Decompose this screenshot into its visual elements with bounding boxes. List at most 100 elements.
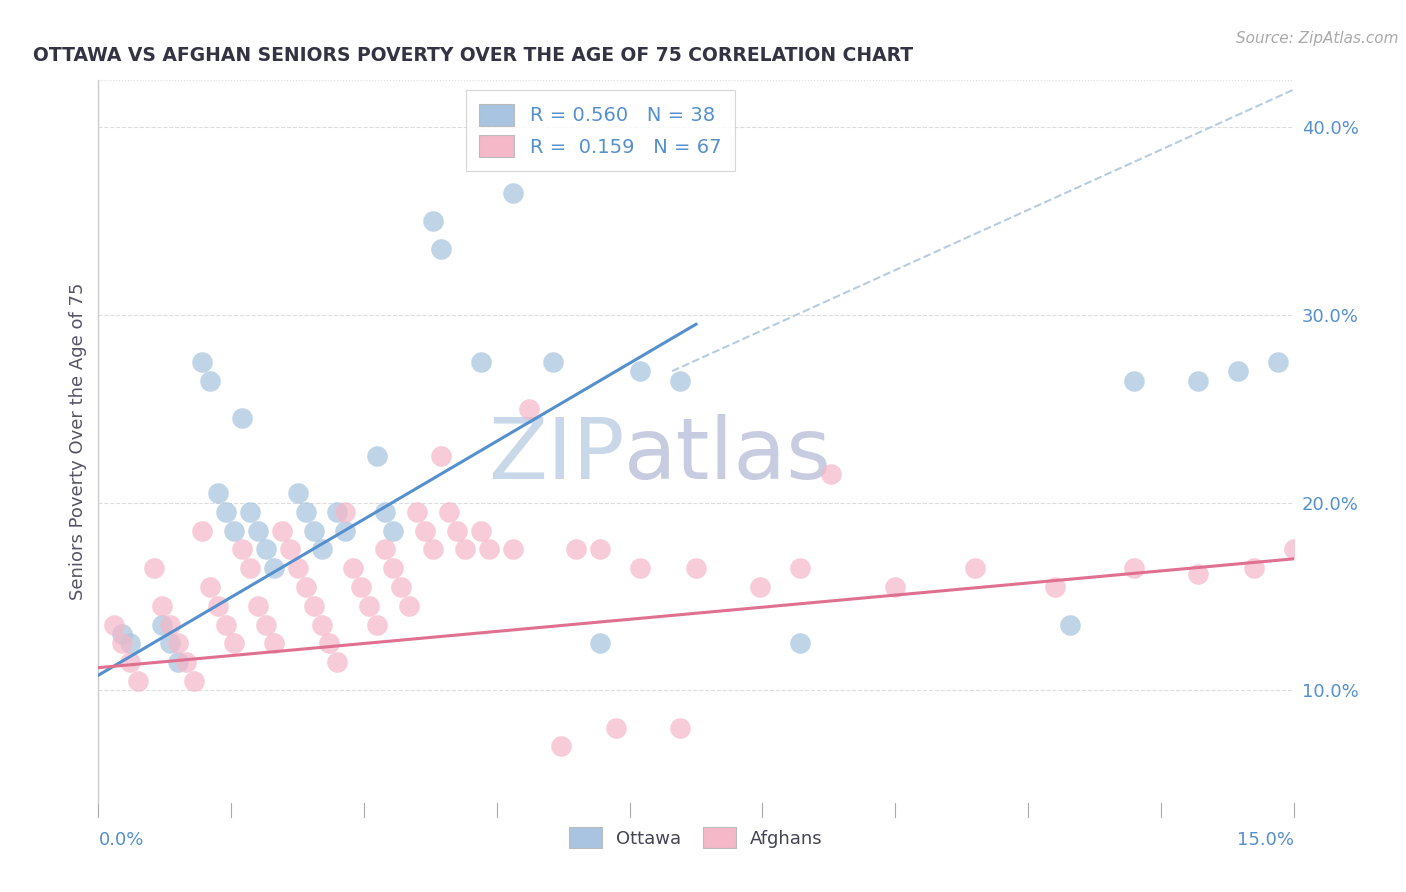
Point <box>183 673 205 688</box>
Point <box>359 599 381 613</box>
Point <box>294 505 316 519</box>
Point <box>207 599 229 613</box>
Point <box>669 721 692 735</box>
Point <box>374 542 396 557</box>
Text: ZIP: ZIP <box>488 415 624 498</box>
Point <box>1226 364 1249 378</box>
Point <box>174 655 197 669</box>
Point <box>541 355 564 369</box>
Text: Source: ZipAtlas.com: Source: ZipAtlas.com <box>1236 31 1399 46</box>
Point <box>302 524 325 538</box>
Point <box>1243 561 1265 575</box>
Point <box>326 655 349 669</box>
Point <box>287 561 309 575</box>
Point <box>215 505 238 519</box>
Point <box>215 617 238 632</box>
Y-axis label: Seniors Poverty Over the Age of 75: Seniors Poverty Over the Age of 75 <box>69 283 87 600</box>
Point <box>150 617 173 632</box>
Point <box>1282 542 1305 557</box>
Text: OTTAWA VS AFGHAN SENIORS POVERTY OVER THE AGE OF 75 CORRELATION CHART: OTTAWA VS AFGHAN SENIORS POVERTY OVER TH… <box>32 45 912 65</box>
Point <box>231 542 253 557</box>
Point <box>311 617 333 632</box>
Point <box>589 542 612 557</box>
Point <box>1059 617 1081 632</box>
Point <box>669 374 692 388</box>
Point <box>565 542 588 557</box>
Point <box>1187 374 1209 388</box>
Point <box>1123 374 1146 388</box>
Point <box>335 524 357 538</box>
Point <box>311 542 333 557</box>
Point <box>246 524 269 538</box>
Point <box>167 655 190 669</box>
Point <box>517 401 540 416</box>
Point <box>589 636 612 650</box>
Point <box>605 721 627 735</box>
Point <box>789 636 811 650</box>
Point <box>1043 580 1066 594</box>
Point <box>748 580 770 594</box>
Point <box>278 542 301 557</box>
Point <box>246 599 269 613</box>
Point <box>254 617 277 632</box>
Point <box>820 467 842 482</box>
Text: 0.0%: 0.0% <box>98 831 143 849</box>
Point <box>628 561 651 575</box>
Point <box>239 505 262 519</box>
Point <box>502 186 524 200</box>
Point <box>1267 355 1289 369</box>
Point <box>437 505 460 519</box>
Point <box>222 524 245 538</box>
Point <box>127 673 149 688</box>
Point <box>198 580 221 594</box>
Point <box>389 580 412 594</box>
Point <box>350 580 373 594</box>
Point <box>398 599 420 613</box>
Point <box>422 214 444 228</box>
Point <box>430 242 453 256</box>
Text: 15.0%: 15.0% <box>1236 831 1294 849</box>
Point <box>167 636 190 650</box>
Point <box>502 542 524 557</box>
Point <box>150 599 173 613</box>
Point <box>374 505 396 519</box>
Point <box>207 486 229 500</box>
Point <box>470 355 492 369</box>
Point <box>263 561 285 575</box>
Point <box>318 636 340 650</box>
Point <box>550 739 572 754</box>
Point <box>884 580 907 594</box>
Point <box>470 524 492 538</box>
Point <box>191 355 214 369</box>
Point <box>239 561 262 575</box>
Point <box>446 524 468 538</box>
Point <box>326 505 349 519</box>
Point <box>685 561 707 575</box>
Point <box>159 617 181 632</box>
Point <box>366 449 388 463</box>
Point <box>406 505 429 519</box>
Point <box>254 542 277 557</box>
Point <box>422 542 444 557</box>
Point <box>263 636 285 650</box>
Point <box>231 411 253 425</box>
Point <box>413 524 436 538</box>
Point <box>287 486 309 500</box>
Point <box>430 449 453 463</box>
Point <box>366 617 388 632</box>
Point <box>143 561 166 575</box>
Point <box>120 655 142 669</box>
Point <box>628 364 651 378</box>
Point <box>454 542 477 557</box>
Point <box>198 374 221 388</box>
Point <box>159 636 181 650</box>
Point <box>382 561 405 575</box>
Point <box>111 636 134 650</box>
Point <box>335 505 357 519</box>
Point <box>111 627 134 641</box>
Point <box>302 599 325 613</box>
Point <box>342 561 364 575</box>
Point <box>222 636 245 650</box>
Point <box>103 617 125 632</box>
Point <box>120 636 142 650</box>
